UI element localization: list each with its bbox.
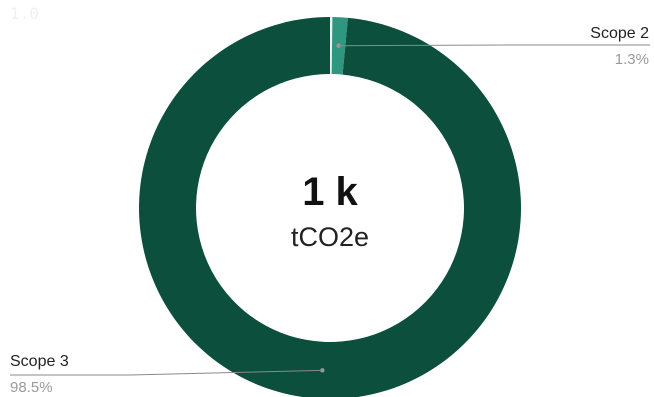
leader-line	[10, 369, 323, 376]
leader-dot	[320, 368, 325, 373]
slice-scope-1[interactable]	[330, 17, 333, 75]
slice-label-name: Scope 3	[10, 353, 69, 370]
total-value: 1 k	[302, 170, 358, 214]
leader-line	[338, 44, 650, 47]
slice-label-percent: 1.3%	[615, 51, 649, 68]
corner-label: 1.0	[10, 4, 39, 23]
leader-lines	[10, 43, 650, 376]
total-unit: tCO2e	[291, 222, 369, 252]
leader-dot	[336, 43, 341, 48]
slice-labels: Scope 2 1.3% Scope 3 98.5%	[10, 25, 649, 396]
slice-label-percent: 98.5%	[10, 379, 53, 396]
slice-label-name: Scope 2	[590, 25, 649, 42]
slice-scope-3[interactable]	[139, 17, 521, 397]
